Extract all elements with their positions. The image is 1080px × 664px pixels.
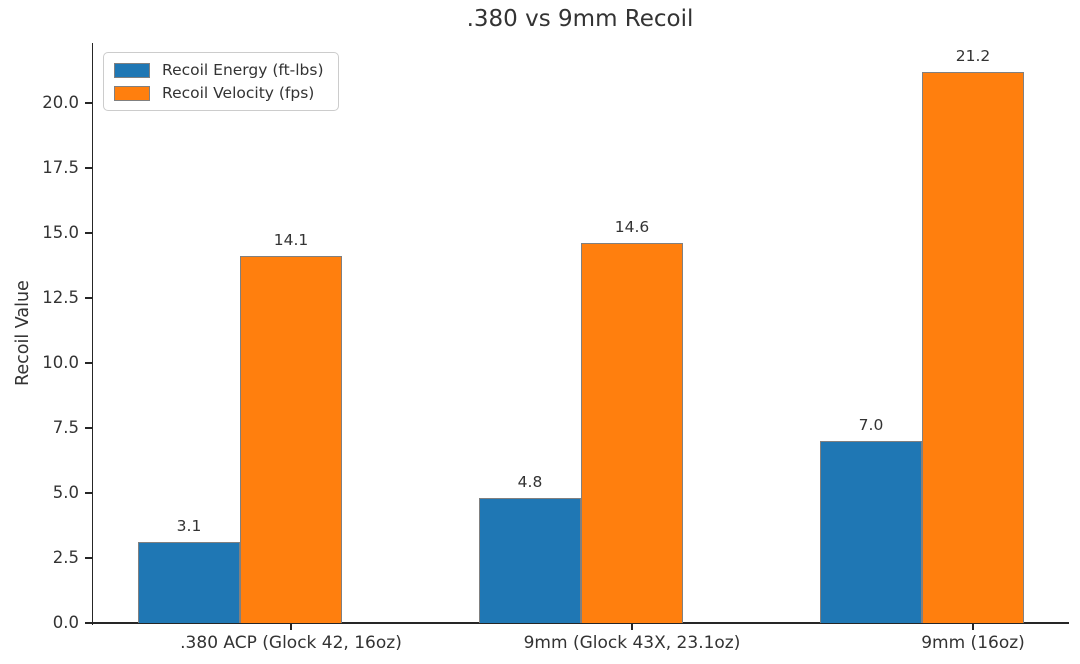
bar — [479, 498, 581, 623]
x-tick-label: 9mm (Glock 43X, 23.1oz) — [523, 633, 741, 653]
legend-item: Recoil Energy (ft-lbs) — [114, 61, 324, 79]
bar — [581, 243, 683, 623]
y-tick-label: 5.0 — [52, 482, 79, 502]
bar-value-label: 4.8 — [517, 473, 543, 492]
x-tick-mark — [290, 623, 292, 630]
y-tick-label: 20.0 — [42, 92, 79, 112]
y-tick-mark — [85, 557, 92, 559]
y-tick-mark — [85, 297, 92, 299]
y-tick-label: 10.0 — [42, 352, 79, 372]
plot-area: Recoil Value 3.1 14.1 4.8 14.6 7.0 21.2 0.0 2.… — [13, 43, 1069, 653]
y-axis-title: Recoil Value — [13, 280, 33, 386]
chart-title: .380 vs 9mm Recoil — [466, 6, 694, 32]
y-tick-mark — [85, 102, 92, 104]
y-tick-label: 17.5 — [42, 157, 79, 177]
y-tick-label: 2.5 — [52, 547, 79, 567]
x-tick-mark — [972, 623, 974, 630]
y-tick-label: 15.0 — [42, 222, 79, 242]
y-tick-mark — [85, 362, 92, 364]
legend-swatch — [114, 62, 150, 78]
y-tick-mark — [85, 622, 92, 624]
y-tick-mark — [85, 492, 92, 494]
y-tick-label: 12.5 — [42, 287, 79, 307]
bar — [820, 440, 922, 623]
legend: Recoil Energy (ft-lbs) Recoil Velocity (f… — [103, 52, 339, 111]
bar-value-label: 21.2 — [955, 46, 991, 65]
y-tick-mark — [85, 232, 92, 234]
bar-value-label: 14.6 — [614, 218, 650, 237]
y-axis-spine — [91, 43, 93, 625]
y-tick-label: 0.0 — [52, 613, 79, 632]
x-tick-label: .380 ACP (Glock 42, 16oz) — [180, 633, 402, 653]
legend-label: Recoil Velocity (fps) — [162, 84, 315, 102]
legend-item: Recoil Velocity (fps) — [114, 84, 324, 102]
bar-value-label: 14.1 — [273, 231, 309, 250]
bar-value-label: 7.0 — [858, 415, 884, 434]
bar — [240, 256, 342, 623]
x-tick-label: 9mm (16oz) — [921, 633, 1025, 653]
bar — [922, 71, 1024, 623]
y-tick-mark — [85, 427, 92, 429]
bar — [138, 542, 240, 623]
legend-label: Recoil Energy (ft-lbs) — [162, 61, 324, 79]
bar-value-label: 3.1 — [176, 517, 202, 536]
y-tick-label: 7.5 — [52, 417, 79, 437]
x-tick-mark — [631, 623, 633, 630]
legend-swatch — [114, 85, 150, 101]
y-tick-mark — [85, 167, 92, 169]
